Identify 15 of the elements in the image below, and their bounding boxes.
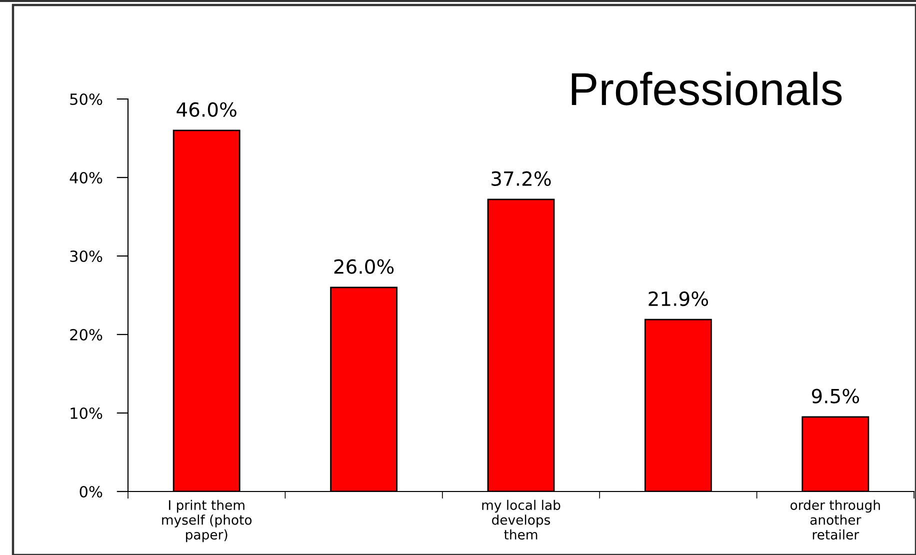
x-tick-label: I print them myself (photo paper) bbox=[162, 500, 252, 542]
data-label: 37.2% bbox=[492, 171, 551, 186]
data-label: 46.0% bbox=[176, 102, 236, 117]
x-tick-label: my local lab develops them bbox=[482, 500, 560, 540]
data-label: 26.0% bbox=[334, 259, 394, 274]
x-tick-label: order through another retailer bbox=[790, 500, 880, 540]
data-label: 21.9% bbox=[648, 291, 708, 306]
y-tick-label: 40% bbox=[70, 172, 102, 184]
y-tick-label: 30% bbox=[70, 250, 102, 262]
y-tick-label: 10% bbox=[70, 407, 102, 420]
chart-title: Professionals bbox=[572, 72, 842, 106]
y-tick-label: 0% bbox=[80, 486, 102, 498]
y-tick-label: 20% bbox=[70, 328, 102, 341]
data-label: 9.5% bbox=[812, 388, 860, 404]
y-tick-label: 50% bbox=[70, 93, 102, 106]
